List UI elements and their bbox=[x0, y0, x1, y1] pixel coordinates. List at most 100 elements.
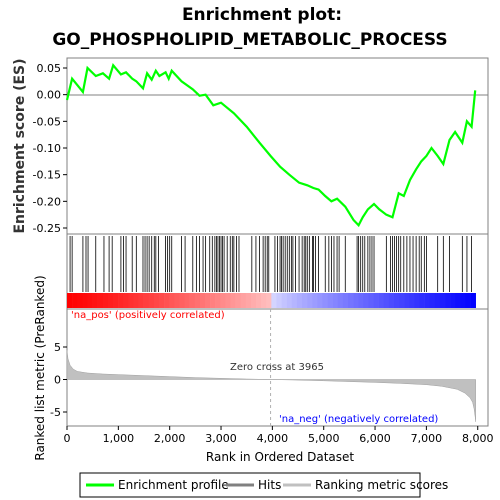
ranking-bar-segment bbox=[266, 293, 272, 308]
ranking-bar-segment bbox=[460, 293, 466, 308]
metric-ytick-label: -5 bbox=[50, 406, 61, 419]
ranking-bar-segment bbox=[169, 293, 175, 308]
ranking-bar-segment bbox=[286, 293, 293, 308]
enrichment-profile-line bbox=[65, 63, 477, 228]
legend: Enrichment profile Hits Ranking metric s… bbox=[79, 472, 448, 498]
ranking-bar-segment bbox=[164, 293, 170, 308]
ranking-bar-segment bbox=[429, 293, 436, 308]
ranking-bar-segment bbox=[378, 293, 385, 308]
es-ytick-label: -0.10 bbox=[33, 142, 61, 155]
ranking-bar-segment bbox=[470, 293, 476, 308]
ranking-bar-segment bbox=[373, 293, 379, 308]
ranking-bar-segment bbox=[158, 293, 165, 308]
ranking-bar-segment bbox=[235, 293, 241, 308]
ranking-bar-segment bbox=[82, 293, 88, 308]
ranking-bar-segment bbox=[353, 293, 359, 308]
ranking-bar-segment bbox=[138, 293, 144, 308]
ranking-bar-segment bbox=[368, 293, 374, 308]
ranking-bar-segment bbox=[261, 293, 267, 308]
zero-cross-label: Zero cross at 3965 bbox=[230, 362, 324, 373]
ranking-bar-segment bbox=[358, 293, 364, 308]
ranking-bar-segment bbox=[67, 293, 73, 308]
ranking-bar-segment bbox=[72, 293, 78, 308]
ranking-bar-segment bbox=[465, 293, 471, 308]
hits-panel bbox=[66, 233, 489, 310]
x-tick-label: 2,000 bbox=[154, 432, 186, 445]
metric-plot-frame bbox=[66, 308, 489, 427]
ranking-bar-segment bbox=[107, 293, 114, 308]
x-tick-label: 8,000 bbox=[462, 432, 494, 445]
ranking-bar-segment bbox=[220, 293, 226, 308]
ranking-bar-segment bbox=[87, 293, 93, 308]
positive-correlation-label: 'na_pos' (positively correlated) bbox=[71, 310, 225, 321]
ranking-bar-segment bbox=[317, 293, 323, 308]
ranking-bar-segment bbox=[250, 293, 257, 308]
ranking-bar-segment bbox=[363, 293, 369, 308]
ranking-bar-segment bbox=[404, 293, 410, 308]
ranking-bar-segment bbox=[399, 293, 405, 308]
ranking-bar-segment bbox=[271, 293, 277, 308]
x-tick-label: 7,000 bbox=[411, 432, 443, 445]
ranking-bar-segment bbox=[230, 293, 236, 308]
es-y-axis-title: Enrichment score (ES) bbox=[12, 58, 28, 233]
ranking-bar-segment bbox=[393, 293, 400, 308]
ranking-bar-segment bbox=[301, 293, 308, 308]
legend-label-metric: Ranking metric scores bbox=[315, 478, 448, 492]
negative-correlation-label: 'na_neg' (negatively correlated) bbox=[279, 414, 438, 425]
ranked-metric-panel: Zero cross at 3965 'na_pos' (positively … bbox=[33, 275, 493, 464]
ranking-bar-segment bbox=[455, 293, 461, 308]
ranked-metric-area bbox=[66, 350, 476, 422]
es-ytick-label: 0.00 bbox=[37, 89, 62, 102]
ranking-bar-segment bbox=[419, 293, 425, 308]
ranking-bar-segment bbox=[92, 293, 98, 308]
metric-y-axis-title: Ranked list metric (PreRanked) bbox=[33, 275, 47, 460]
es-ytick-label: 0.05 bbox=[37, 62, 62, 75]
x-axis-title: Rank in Ordered Dataset bbox=[206, 450, 354, 464]
legend-label-enrichment: Enrichment profile bbox=[118, 478, 229, 492]
ranking-bar-segment bbox=[97, 293, 104, 308]
es-ytick-label: -0.20 bbox=[33, 195, 61, 208]
ranking-bar-segment bbox=[184, 293, 190, 308]
ranking-bar-segment bbox=[414, 293, 420, 308]
ranking-bar-segment bbox=[307, 293, 313, 308]
ranking-bar-segment bbox=[133, 293, 139, 308]
es-plot-frame bbox=[66, 57, 489, 235]
es-ytick-label: -0.15 bbox=[33, 169, 61, 182]
ranking-bar-segment bbox=[445, 293, 451, 308]
ranking-bar-segment bbox=[439, 293, 446, 308]
ranking-bar-segment bbox=[388, 293, 395, 308]
legend-label-hits: Hits bbox=[258, 478, 281, 492]
ranking-bar-segment bbox=[148, 293, 155, 308]
ranking-bar-segment bbox=[179, 293, 185, 308]
ranking-bar-segment bbox=[199, 293, 206, 308]
ranking-bar-segment bbox=[347, 293, 354, 308]
ranking-bar-segment bbox=[153, 293, 160, 308]
ranking-bar-segment bbox=[112, 293, 119, 308]
ranking-bar-segment bbox=[118, 293, 124, 308]
ranking-bar-segment bbox=[102, 293, 109, 308]
x-tick-label: 6,000 bbox=[359, 432, 391, 445]
ranking-bar-segment bbox=[256, 293, 262, 308]
ranking-bar-segment bbox=[189, 293, 196, 308]
ranking-bar-segment bbox=[245, 293, 252, 308]
ranking-bar-segment bbox=[291, 293, 298, 308]
metric-ytick-label: 5 bbox=[54, 341, 61, 354]
es-ytick-label: -0.05 bbox=[33, 115, 61, 128]
ranking-bar-segment bbox=[327, 293, 333, 308]
ranking-bar-segment bbox=[225, 293, 231, 308]
ranking-bar-segment bbox=[312, 293, 318, 308]
x-tick-label: 5,000 bbox=[308, 432, 340, 445]
metric-ytick-label: 0 bbox=[54, 374, 61, 387]
x-tick-label: 4,000 bbox=[257, 432, 289, 445]
ranking-bar-segment bbox=[322, 293, 328, 308]
x-tick-label: 0 bbox=[64, 432, 71, 445]
x-tick-label: 3,000 bbox=[205, 432, 237, 445]
es-ytick-label: -0.25 bbox=[33, 222, 61, 235]
x-tick-label: 1,000 bbox=[103, 432, 135, 445]
ranking-bar-segment bbox=[281, 293, 287, 308]
ranking-bar-segment bbox=[450, 293, 456, 308]
ranking-bar-segment bbox=[204, 293, 211, 308]
ranking-bar-segment bbox=[123, 293, 129, 308]
chart-title-line2: GO_PHOSPHOLIPID_METABOLIC_PROCESS bbox=[52, 30, 447, 50]
